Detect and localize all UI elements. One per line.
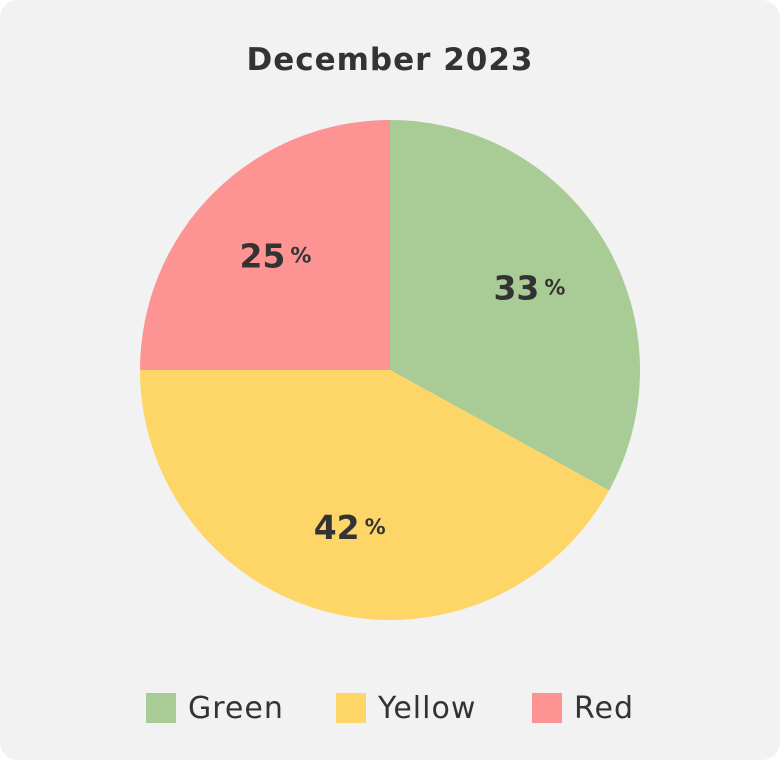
slice-label-green: 33% [493, 268, 565, 307]
slice-unit-red: % [290, 243, 311, 267]
legend-label-yellow: Yellow [378, 690, 477, 726]
slice-value-red: 25 [239, 236, 285, 275]
pie-labels: 33 %42 %25% [239, 236, 565, 546]
legend-item-yellow: Yellow [336, 688, 476, 728]
legend-label-red: Red [574, 690, 634, 726]
slice-value-green: 33 [493, 268, 539, 307]
pie-slices [140, 120, 641, 621]
legend-swatch-yellow [336, 693, 366, 723]
pie-slice-green [390, 120, 641, 491]
legend-item-red: Red [532, 688, 634, 728]
legend-swatch-red [532, 693, 562, 723]
slice-unit-yellow: % [365, 515, 386, 539]
slice-value-yellow: 42 [314, 507, 360, 546]
pie-slice-yellow [140, 370, 610, 621]
legend: Green Yellow Red [0, 688, 780, 728]
pie-slice-red [140, 120, 390, 370]
legend-swatch-green [146, 693, 176, 723]
legend-item-green: Green [146, 688, 284, 728]
slice-unit-green: % [544, 276, 565, 300]
legend-label-green: Green [188, 690, 284, 726]
slice-label-red: 25% [239, 236, 311, 275]
pie-chart: 33 %42 %25% [140, 120, 641, 621]
chart-title: December 2023 [246, 42, 534, 78]
slice-label-yellow: 42% [314, 507, 386, 546]
